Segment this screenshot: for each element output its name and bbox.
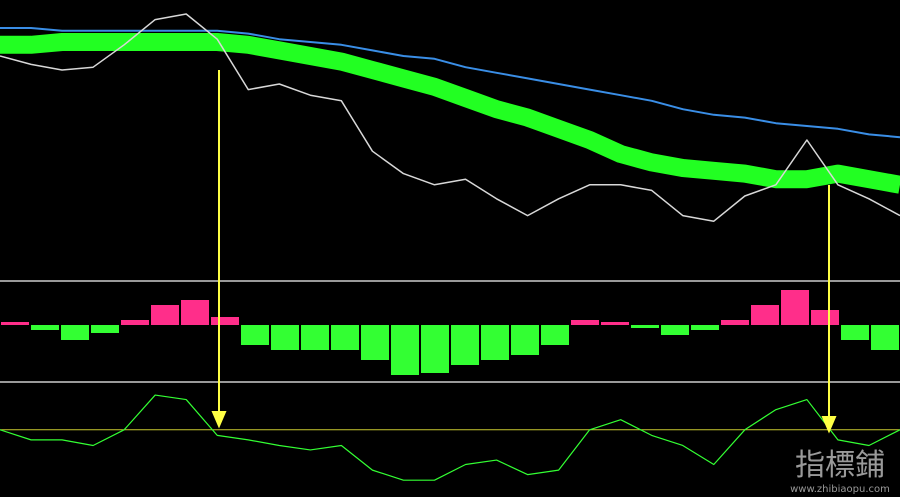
signal-arrows (211, 70, 837, 434)
band-line (0, 33, 900, 194)
histogram-bar (571, 320, 599, 325)
histogram-bar (211, 317, 239, 325)
histogram-bar (601, 322, 629, 325)
histogram-bar (841, 325, 869, 340)
histogram-bar (721, 320, 749, 325)
watermark-url: www.zhibiaopu.com (790, 484, 890, 495)
histogram-bar (181, 300, 209, 325)
histogram-bar (661, 325, 689, 335)
histogram-bar (61, 325, 89, 340)
histogram-bar (781, 290, 809, 325)
watermark-title: 指標鋪 (795, 448, 885, 483)
histogram-bar (391, 325, 419, 375)
slow-ma-line (0, 27, 900, 139)
histogram-bar (331, 325, 359, 350)
histogram-bar (301, 325, 329, 350)
histogram-bar (511, 325, 539, 355)
histogram-bar (541, 325, 569, 345)
histogram-bar (271, 325, 299, 350)
oscillator-line (0, 394, 900, 481)
histogram-bar (1, 322, 29, 325)
histogram-bar (451, 325, 479, 365)
histogram-bar (361, 325, 389, 360)
histogram-bar (241, 325, 269, 345)
histogram-bar (121, 320, 149, 325)
price-line (0, 13, 900, 222)
histogram-bar (811, 310, 839, 325)
histogram-bar (631, 325, 659, 328)
histogram-bar (151, 305, 179, 325)
histogram-bar (871, 325, 899, 350)
histogram-bar (691, 325, 719, 330)
histogram-bar (91, 325, 119, 333)
plots (0, 13, 900, 481)
histogram-bar (481, 325, 509, 360)
histogram-bar (751, 305, 779, 325)
histogram-bar (421, 325, 449, 373)
histogram-bar (31, 325, 59, 330)
